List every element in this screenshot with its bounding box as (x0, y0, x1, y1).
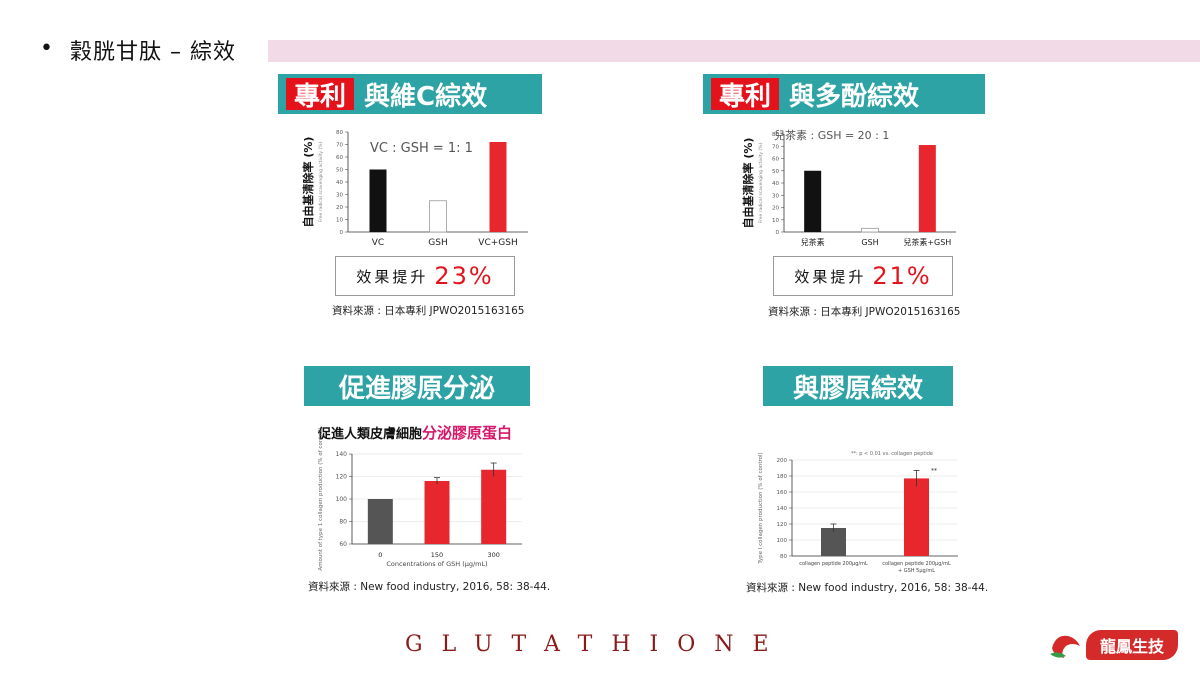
y-axis-label: 自由基清除率 (%) (301, 137, 315, 228)
y-tick-label: 70 (772, 144, 779, 150)
panel1-banner-text: 與維C綜效 (364, 81, 488, 112)
panel3-banner-text: 促進膠原分泌 (338, 373, 495, 404)
y-tick-label: 20 (336, 205, 343, 211)
x-tick-label-1-0: collagen peptide 200μg/mL (882, 561, 951, 567)
panel3-source: 資料來源 : New food industry, 2016, 58: 38-4… (308, 581, 551, 593)
y-tick-label: 140 (336, 451, 348, 458)
panel1-effect-value: 23% (434, 262, 494, 290)
y-tick-label: 80 (336, 130, 343, 136)
x-tick-label-0: 兒茶素 (801, 237, 825, 247)
y-tick-label: 80 (780, 554, 787, 560)
y-tick-label: 10 (772, 218, 779, 224)
y-tick-label: 20 (772, 206, 779, 212)
y-tick-label: 180 (777, 474, 788, 480)
y-tick-label: 10 (336, 218, 343, 224)
bar-2 (489, 142, 507, 232)
y-tick-label: 200 (777, 458, 788, 464)
y-tick-label: 120 (336, 474, 348, 481)
y-tick-label: 80 (772, 132, 779, 138)
x-tick-label-2: 300 (487, 551, 499, 559)
y-tick-label: 50 (336, 168, 343, 174)
y-tick-label: 60 (772, 157, 779, 163)
y-axis-label-en: Free radical scavenging activity (%) (758, 143, 764, 224)
significance-1: ** (931, 467, 937, 474)
bar-1 (861, 227, 879, 233)
x-tick-label-0: VC (372, 238, 384, 248)
panel1-banner: 專利 與維C綜效 (278, 74, 542, 114)
panel1-chart: 自由基清除率 (%) Free radical scavenging activi… (301, 130, 528, 248)
x-tick-label-1: GSH (861, 238, 878, 247)
x-tick-label-2: VC+GSH (478, 238, 517, 248)
panel2-chart: 自由基清除率 (%) Free radical scavenging activi… (741, 129, 956, 247)
header-accent-bar (268, 40, 1200, 62)
chart-annotation: VC : GSH = 1: 1 (370, 141, 473, 156)
bar-0 (821, 528, 846, 556)
y-tick-label: 40 (336, 180, 343, 186)
y-tick-label: 80 (339, 519, 347, 526)
panel3-caption: 促進人類皮膚細胞分泌膠原蛋白 (318, 422, 512, 443)
y-tick-label: 60 (336, 155, 343, 161)
bar-1 (904, 478, 929, 556)
bar-2 (481, 469, 507, 544)
panel2-effect-label: 效果提升 (794, 267, 867, 286)
panel3-caption-plain: 促進人類皮膚細胞 (318, 427, 423, 442)
header-bullet: • (40, 36, 53, 61)
y-tick-label: 30 (336, 193, 343, 199)
y-tick-label: 70 (336, 143, 343, 149)
bar-0 (804, 170, 822, 232)
y-tick-label: 60 (339, 541, 347, 548)
panel3-chart: Amount of type 1 collagen production (% … (318, 427, 522, 571)
panel2-effect-box: 效果提升 21% (773, 256, 953, 296)
panel2-banner-highlight: 專利 (711, 78, 780, 112)
y-axis-label: 自由基清除率 (%) (741, 138, 755, 229)
bar-0 (367, 499, 393, 544)
panel4-banner: 與膠原綜效 (763, 366, 953, 406)
bar-1 (424, 481, 450, 544)
panel2-banner-text: 與多酚綜效 (789, 81, 920, 112)
bar-0 (369, 169, 387, 232)
y-tick-label: 100 (336, 496, 348, 503)
x-axis-label: Concentrations of GSH (μg/mL) (386, 560, 487, 568)
y-tick-label: 30 (772, 193, 779, 199)
y-tick-label: 140 (777, 506, 788, 512)
x-tick-label-0-0: collagen peptide 200μg/mL (799, 561, 868, 567)
y-tick-label: 160 (777, 490, 788, 496)
footer-glutathione: GLUTATHIONE (405, 632, 788, 657)
panel1-effect-box: 效果提升 23% (335, 256, 515, 296)
y-tick-label: 0 (776, 230, 780, 236)
panel3-caption-pink: 分泌膠原蛋白 (422, 424, 513, 442)
panel4-banner-text: 與膠原綜效 (792, 373, 923, 404)
x-tick-label-2: 兒茶素+GSH (903, 237, 951, 247)
panel4-chart: Type I collagen production (% of control… (758, 451, 958, 574)
x-tick-label-1-1: + GSH 5μg/mL (898, 568, 935, 574)
y-tick-label: 120 (777, 522, 788, 528)
x-tick-label-0: 0 (378, 551, 382, 559)
y-tick-label: 40 (772, 181, 779, 187)
company-logo: 龍鳳生技 (1046, 630, 1178, 660)
y-tick-label: 0 (340, 230, 344, 236)
panel1-source: 資料來源 : 日本專利 JPWO2015163165 (332, 305, 525, 317)
page-title: 穀胱甘肽 – 綜效 (70, 40, 236, 65)
dragon-phoenix-logo-icon (1050, 635, 1080, 658)
panel2-source: 資料來源 : 日本專利 JPWO2015163165 (768, 306, 961, 318)
y-tick-label: 100 (777, 538, 788, 544)
x-tick-label-1: GSH (428, 238, 447, 248)
x-tick-label-1: 150 (431, 551, 443, 559)
panel3-banner: 促進膠原分泌 (304, 366, 530, 406)
bar-1 (429, 200, 447, 233)
y-axis-label: Amount of type 1 collagen production (% … (318, 427, 324, 570)
bar-2 (918, 145, 936, 232)
chart-annotation: 兒茶素 : GSH = 20 : 1 (774, 129, 889, 142)
chart-annotation: **: p < 0.01 vs. collagen peptide (851, 451, 933, 457)
panel2-banner: 專利 與多酚綜效 (703, 74, 985, 114)
panel1-banner-highlight: 專利 (286, 78, 355, 112)
panel1-effect-label: 效果提升 (356, 267, 429, 286)
y-tick-label: 50 (772, 169, 779, 175)
y-axis-label: Type I collagen production (% of control… (758, 452, 764, 564)
y-axis-label-en: Free radical scavenging activity (%) (318, 142, 324, 223)
logo-text: 龍鳳生技 (1086, 630, 1178, 660)
panel4-source: 資料來源 : New food industry, 2016, 58: 38-4… (746, 582, 989, 594)
panel2-effect-value: 21% (872, 262, 932, 290)
